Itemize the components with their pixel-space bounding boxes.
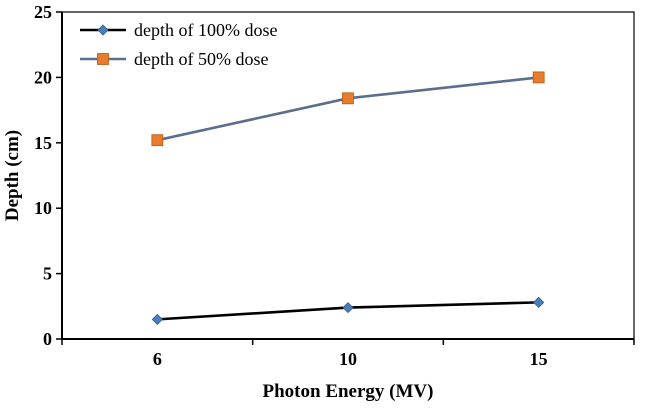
series-marker-diamond [97,24,109,36]
y-tick-label: 0 [43,329,52,349]
series-marker-square [342,92,354,105]
y-tick-label: 10 [34,198,52,218]
y-axis-title: Depth (cm) [2,130,23,221]
series-marker-diamond [533,296,545,308]
x-axis-title: Photon Energy (MV) [263,381,434,402]
x-tick-label: 10 [339,349,357,369]
y-tick-label: 20 [34,67,52,87]
x-tick-label: 15 [530,349,548,369]
plot-area [61,11,635,340]
y-tick-label: 5 [43,264,52,284]
series-marker-square [532,71,545,84]
series-marker-diamond [342,302,354,314]
series-marker-square [97,53,109,65]
legend-label-0: depth of 100% dose [134,20,277,40]
legend-label-1: depth of 50% dose [134,49,268,69]
y-tick-label: 25 [34,2,52,22]
y-tick-label: 15 [34,133,52,153]
series-marker-square [151,134,164,147]
series-marker-diamond [151,313,163,325]
x-tick-label: 6 [153,349,162,369]
